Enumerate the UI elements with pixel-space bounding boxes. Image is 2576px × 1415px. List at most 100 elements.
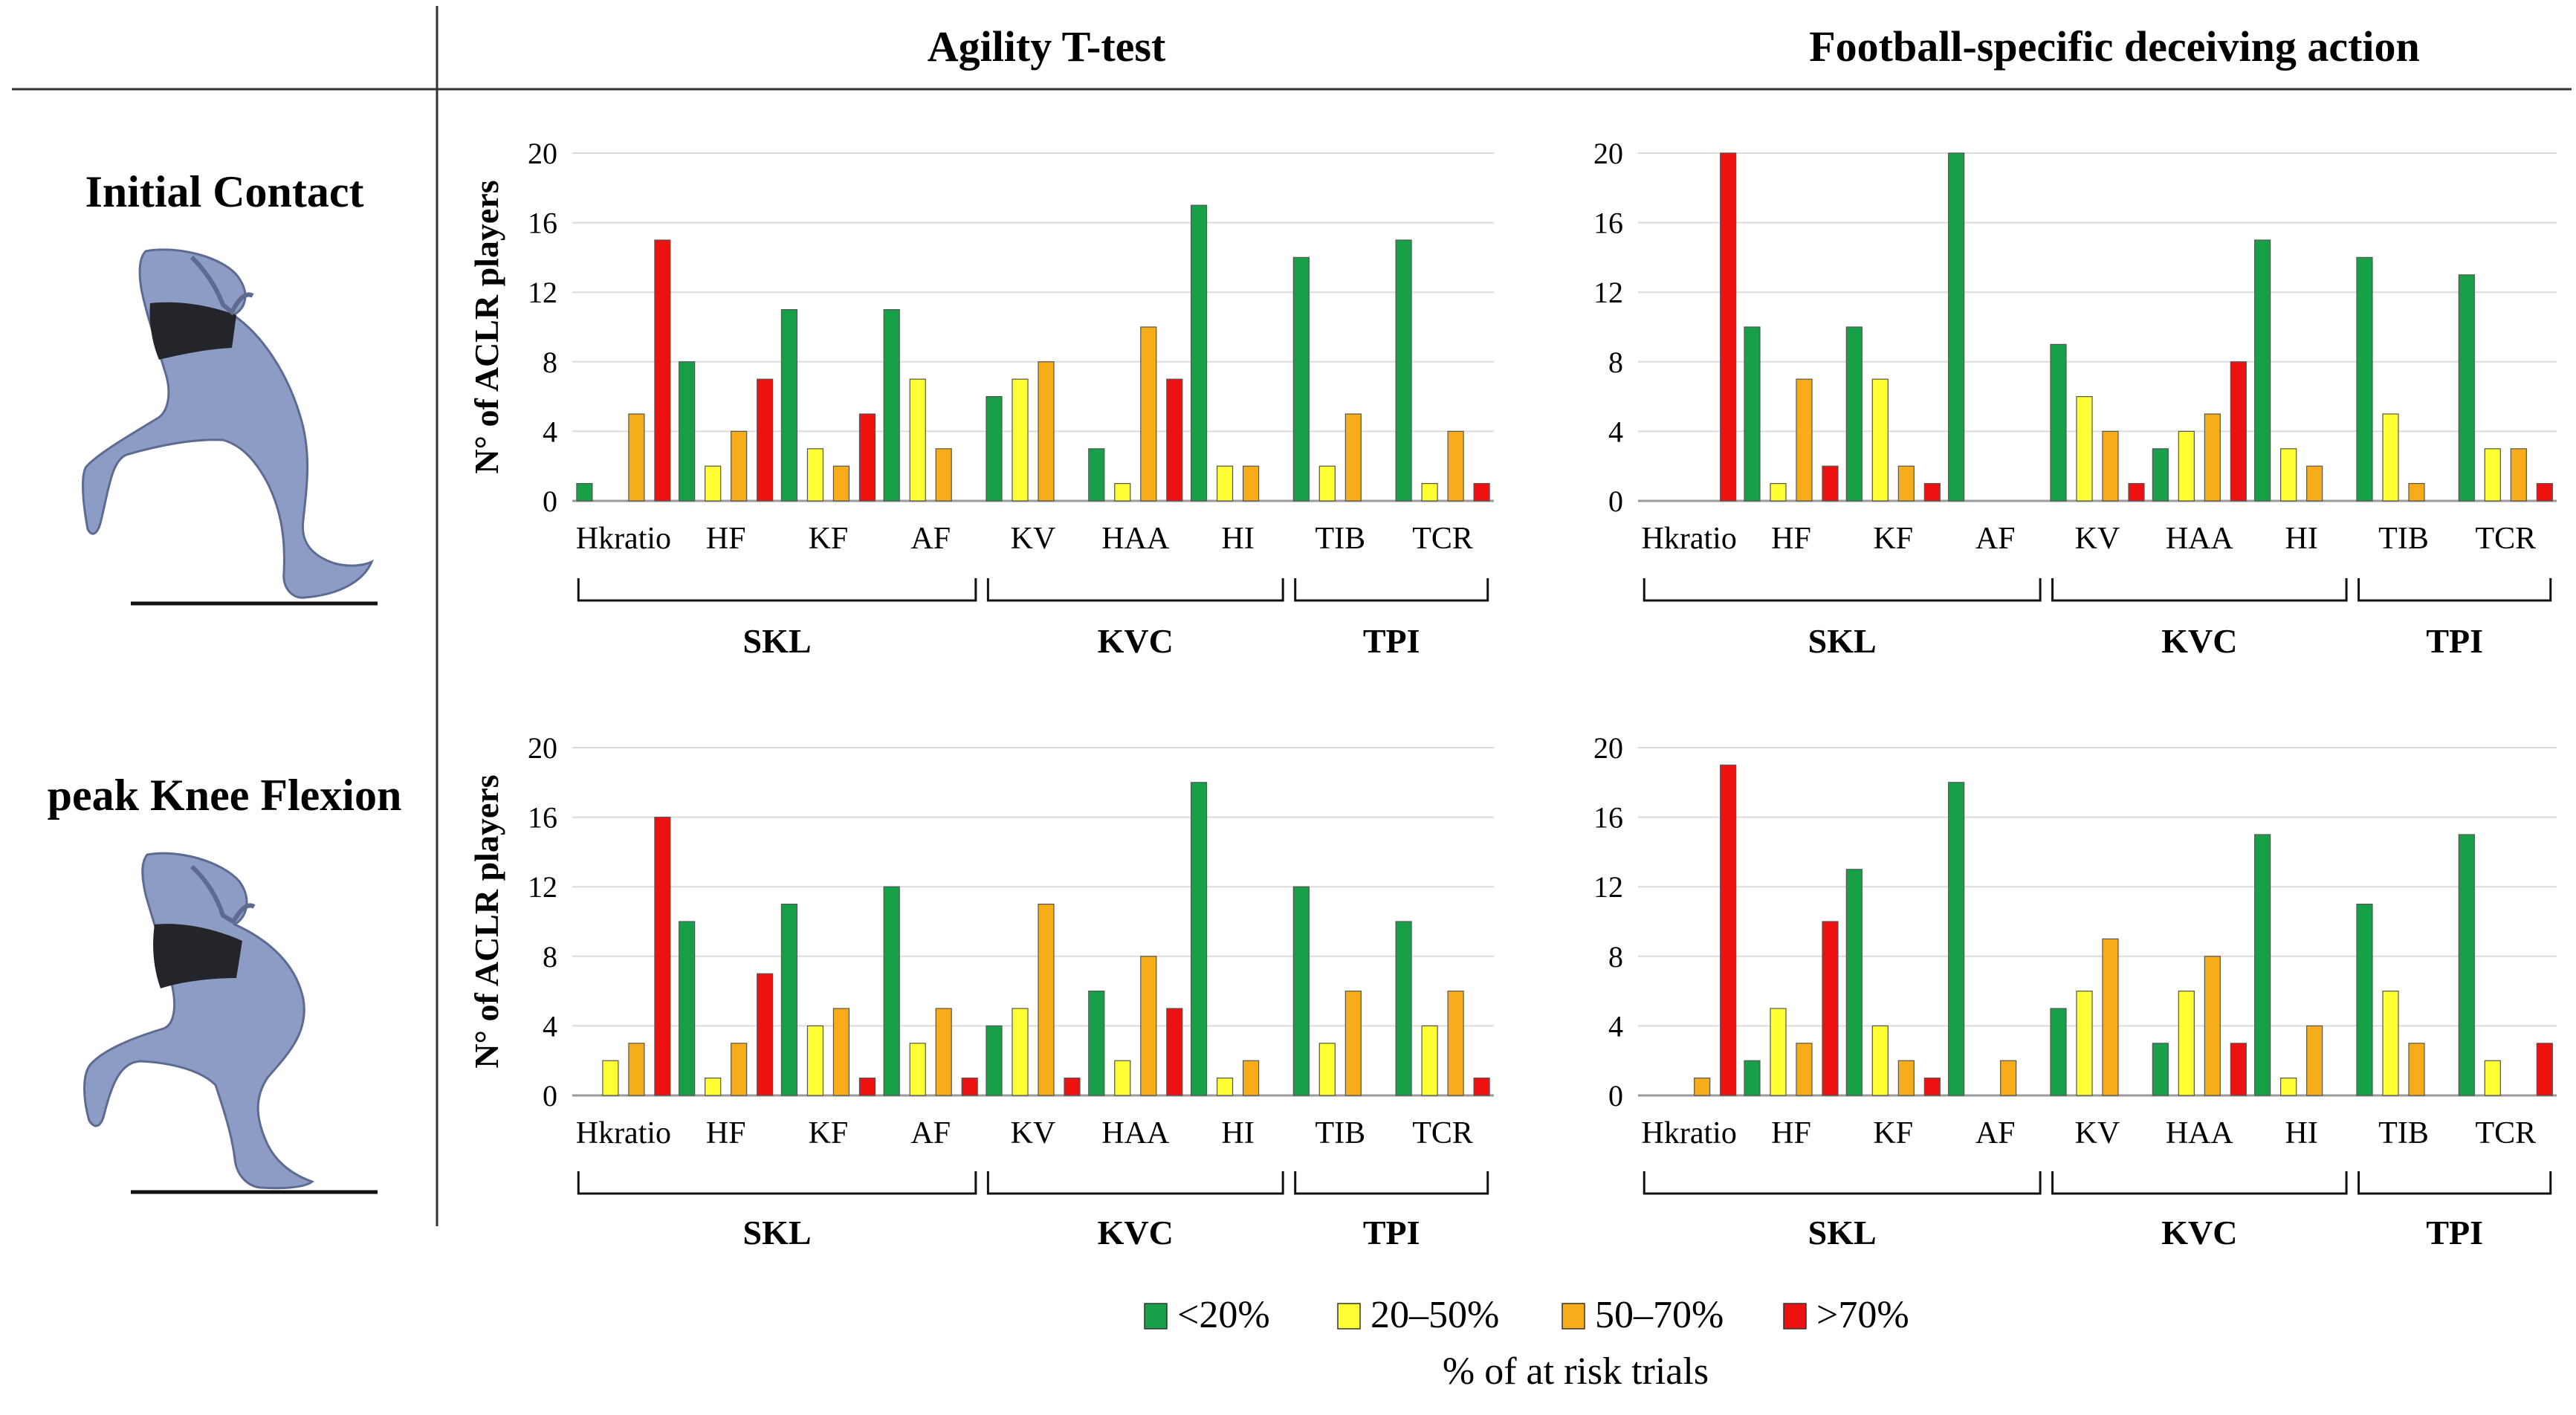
group-label-skl: SKL [743, 622, 812, 660]
x-category-label-af: AF [910, 522, 951, 556]
x-category-label-tcr: TCR [1412, 1116, 1473, 1150]
y-tick-label-0: 0 [543, 1079, 557, 1113]
y-axis-label: N° of ACLR players [467, 774, 505, 1068]
bar-tib-20 [2356, 903, 2373, 1096]
x-category-label-kv: KV [2075, 522, 2120, 556]
runner-peak-knee-flexion-illustration [83, 852, 378, 1194]
bar-kv-20-50 [2076, 990, 2093, 1096]
bar-tib-20-50 [2382, 990, 2399, 1096]
group-label-skl: SKL [743, 1214, 812, 1252]
bar-kv-50-70 [1038, 361, 1055, 502]
bar-hi-20-50 [1216, 465, 1234, 502]
x-category-label-af: AF [1975, 1116, 2016, 1150]
group-label-skl: SKL [1808, 622, 1877, 660]
bar-kv-50-70 [1038, 903, 1055, 1096]
y-tick-label-12: 12 [528, 276, 557, 309]
legend-label-lt20: <20% [1177, 1294, 1270, 1336]
bar-kv-70 [1064, 1077, 1081, 1096]
legend-swatch-lt20 [1144, 1303, 1168, 1330]
row-header-peak-knee-flexion: peak Knee Flexion [48, 771, 402, 820]
group-bracket-skl [577, 578, 977, 602]
x-category-label-hf: HF [706, 522, 746, 556]
bar-tcr-70 [1473, 482, 1490, 502]
bar-hkratio-50-70 [628, 1043, 645, 1096]
x-category-label-kf: KF [1873, 1116, 1913, 1150]
y-tick-label-0: 0 [1608, 1079, 1623, 1113]
bar-hf-50-70 [1796, 1043, 1813, 1096]
bar-hkratio-50-70 [628, 413, 645, 502]
bar-tib-50-70 [1344, 413, 1362, 502]
bar-kv-20 [986, 1025, 1003, 1096]
bar-tcr-20-50 [2484, 448, 2501, 502]
x-category-label-kf: KF [809, 522, 849, 556]
bar-tib-20-50 [2382, 413, 2399, 502]
legend-label-gt70: >70% [1816, 1294, 1909, 1336]
runner-initial-contact-illustration [82, 248, 378, 606]
bar-haa-50-70 [2204, 413, 2221, 502]
group-bracket-tpi [2357, 1171, 2552, 1195]
bar-af-20 [1948, 152, 1965, 502]
bar-af-50-70 [935, 448, 952, 502]
bar-kf-50-70 [832, 465, 850, 502]
bar-haa-20-50 [2178, 430, 2195, 502]
legend-label-50-70: 50–70% [1595, 1294, 1724, 1336]
bar-kf-70 [1923, 1077, 1941, 1096]
bar-af-20-50 [909, 1043, 926, 1096]
bar-kv-20-50 [1012, 1008, 1029, 1096]
group-label-tpi: TPI [1363, 1214, 1420, 1252]
bar-hi-20 [2254, 834, 2271, 1096]
bar-kv-70 [2128, 482, 2145, 502]
legend-swatch-20-50 [1337, 1303, 1361, 1330]
bar-hkratio-70 [654, 239, 671, 502]
bar-hf-70 [757, 378, 774, 502]
bar-af-70 [961, 1077, 978, 1096]
group-label-kvc: KVC [2161, 1214, 2237, 1252]
bar-hi-20 [2254, 239, 2271, 502]
group-label-kvc: KVC [1098, 1214, 1174, 1252]
x-category-label-tib: TIB [1315, 522, 1366, 556]
bar-kf-50-70 [832, 1008, 850, 1096]
bar-haa-20 [1088, 990, 1105, 1096]
bar-af-50-70 [935, 1008, 952, 1096]
x-category-label-hkratio: Hkratio [576, 1116, 671, 1150]
group-label-tpi: TPI [2426, 1214, 2483, 1252]
bar-tib-20 [1292, 256, 1310, 502]
x-category-label-tib: TIB [2378, 522, 2429, 556]
y-tick-label-8: 8 [543, 346, 557, 379]
x-category-label-hi: HI [1221, 1116, 1254, 1150]
bar-kf-20 [780, 309, 798, 502]
bar-af-20 [883, 309, 900, 502]
legend-label-20-50: 20–50% [1370, 1294, 1499, 1336]
group-bracket-kvc [986, 1171, 1284, 1195]
x-category-label-af: AF [1975, 522, 2016, 556]
y-tick-label-20: 20 [528, 731, 557, 765]
y-tick-label-0: 0 [1608, 485, 1623, 518]
x-category-label-tcr: TCR [2475, 522, 2536, 556]
column-header-football: Football-specific deceiving action [1809, 22, 2420, 71]
bar-hf-20 [679, 361, 696, 502]
bar-kf-50-70 [1897, 1060, 1915, 1096]
y-tick-label-4: 4 [1608, 1009, 1623, 1043]
bar-haa-20-50 [2178, 990, 2195, 1096]
bar-tcr-20-50 [1421, 1025, 1438, 1096]
y-tick-label-12: 12 [1593, 276, 1623, 309]
bar-tcr-70 [2536, 482, 2553, 502]
x-category-label-kv: KV [1011, 522, 1056, 556]
bar-hi-50-70 [1242, 1060, 1260, 1096]
x-category-label-tcr: TCR [1412, 522, 1473, 556]
x-category-label-kf: KF [809, 1116, 849, 1150]
group-label-kvc: KVC [2161, 622, 2237, 660]
bar-haa-70 [2230, 1043, 2247, 1096]
chart-agility-initial-contact: 0 4 8 12 16 20 N° of ACLR players Hkratio HF KF AF… [467, 137, 1494, 660]
bar-kf-20 [1845, 869, 1863, 1096]
group-bracket-skl [1643, 1171, 2042, 1195]
bar-hkratio-20-50 [602, 1060, 619, 1096]
legend-title: % of at risk trials [1443, 1350, 1709, 1393]
y-tick-label-16: 16 [1593, 801, 1623, 835]
group-bracket-skl [1643, 578, 2042, 602]
bar-tib-20 [2356, 256, 2373, 502]
bar-hf-50-70 [731, 430, 748, 502]
chart-agility-peak-knee-flexion: 0 4 8 12 16 20 N° of ACLR players Hkratio HF KF AF… [467, 731, 1494, 1252]
group-label-kvc: KVC [1098, 622, 1174, 660]
